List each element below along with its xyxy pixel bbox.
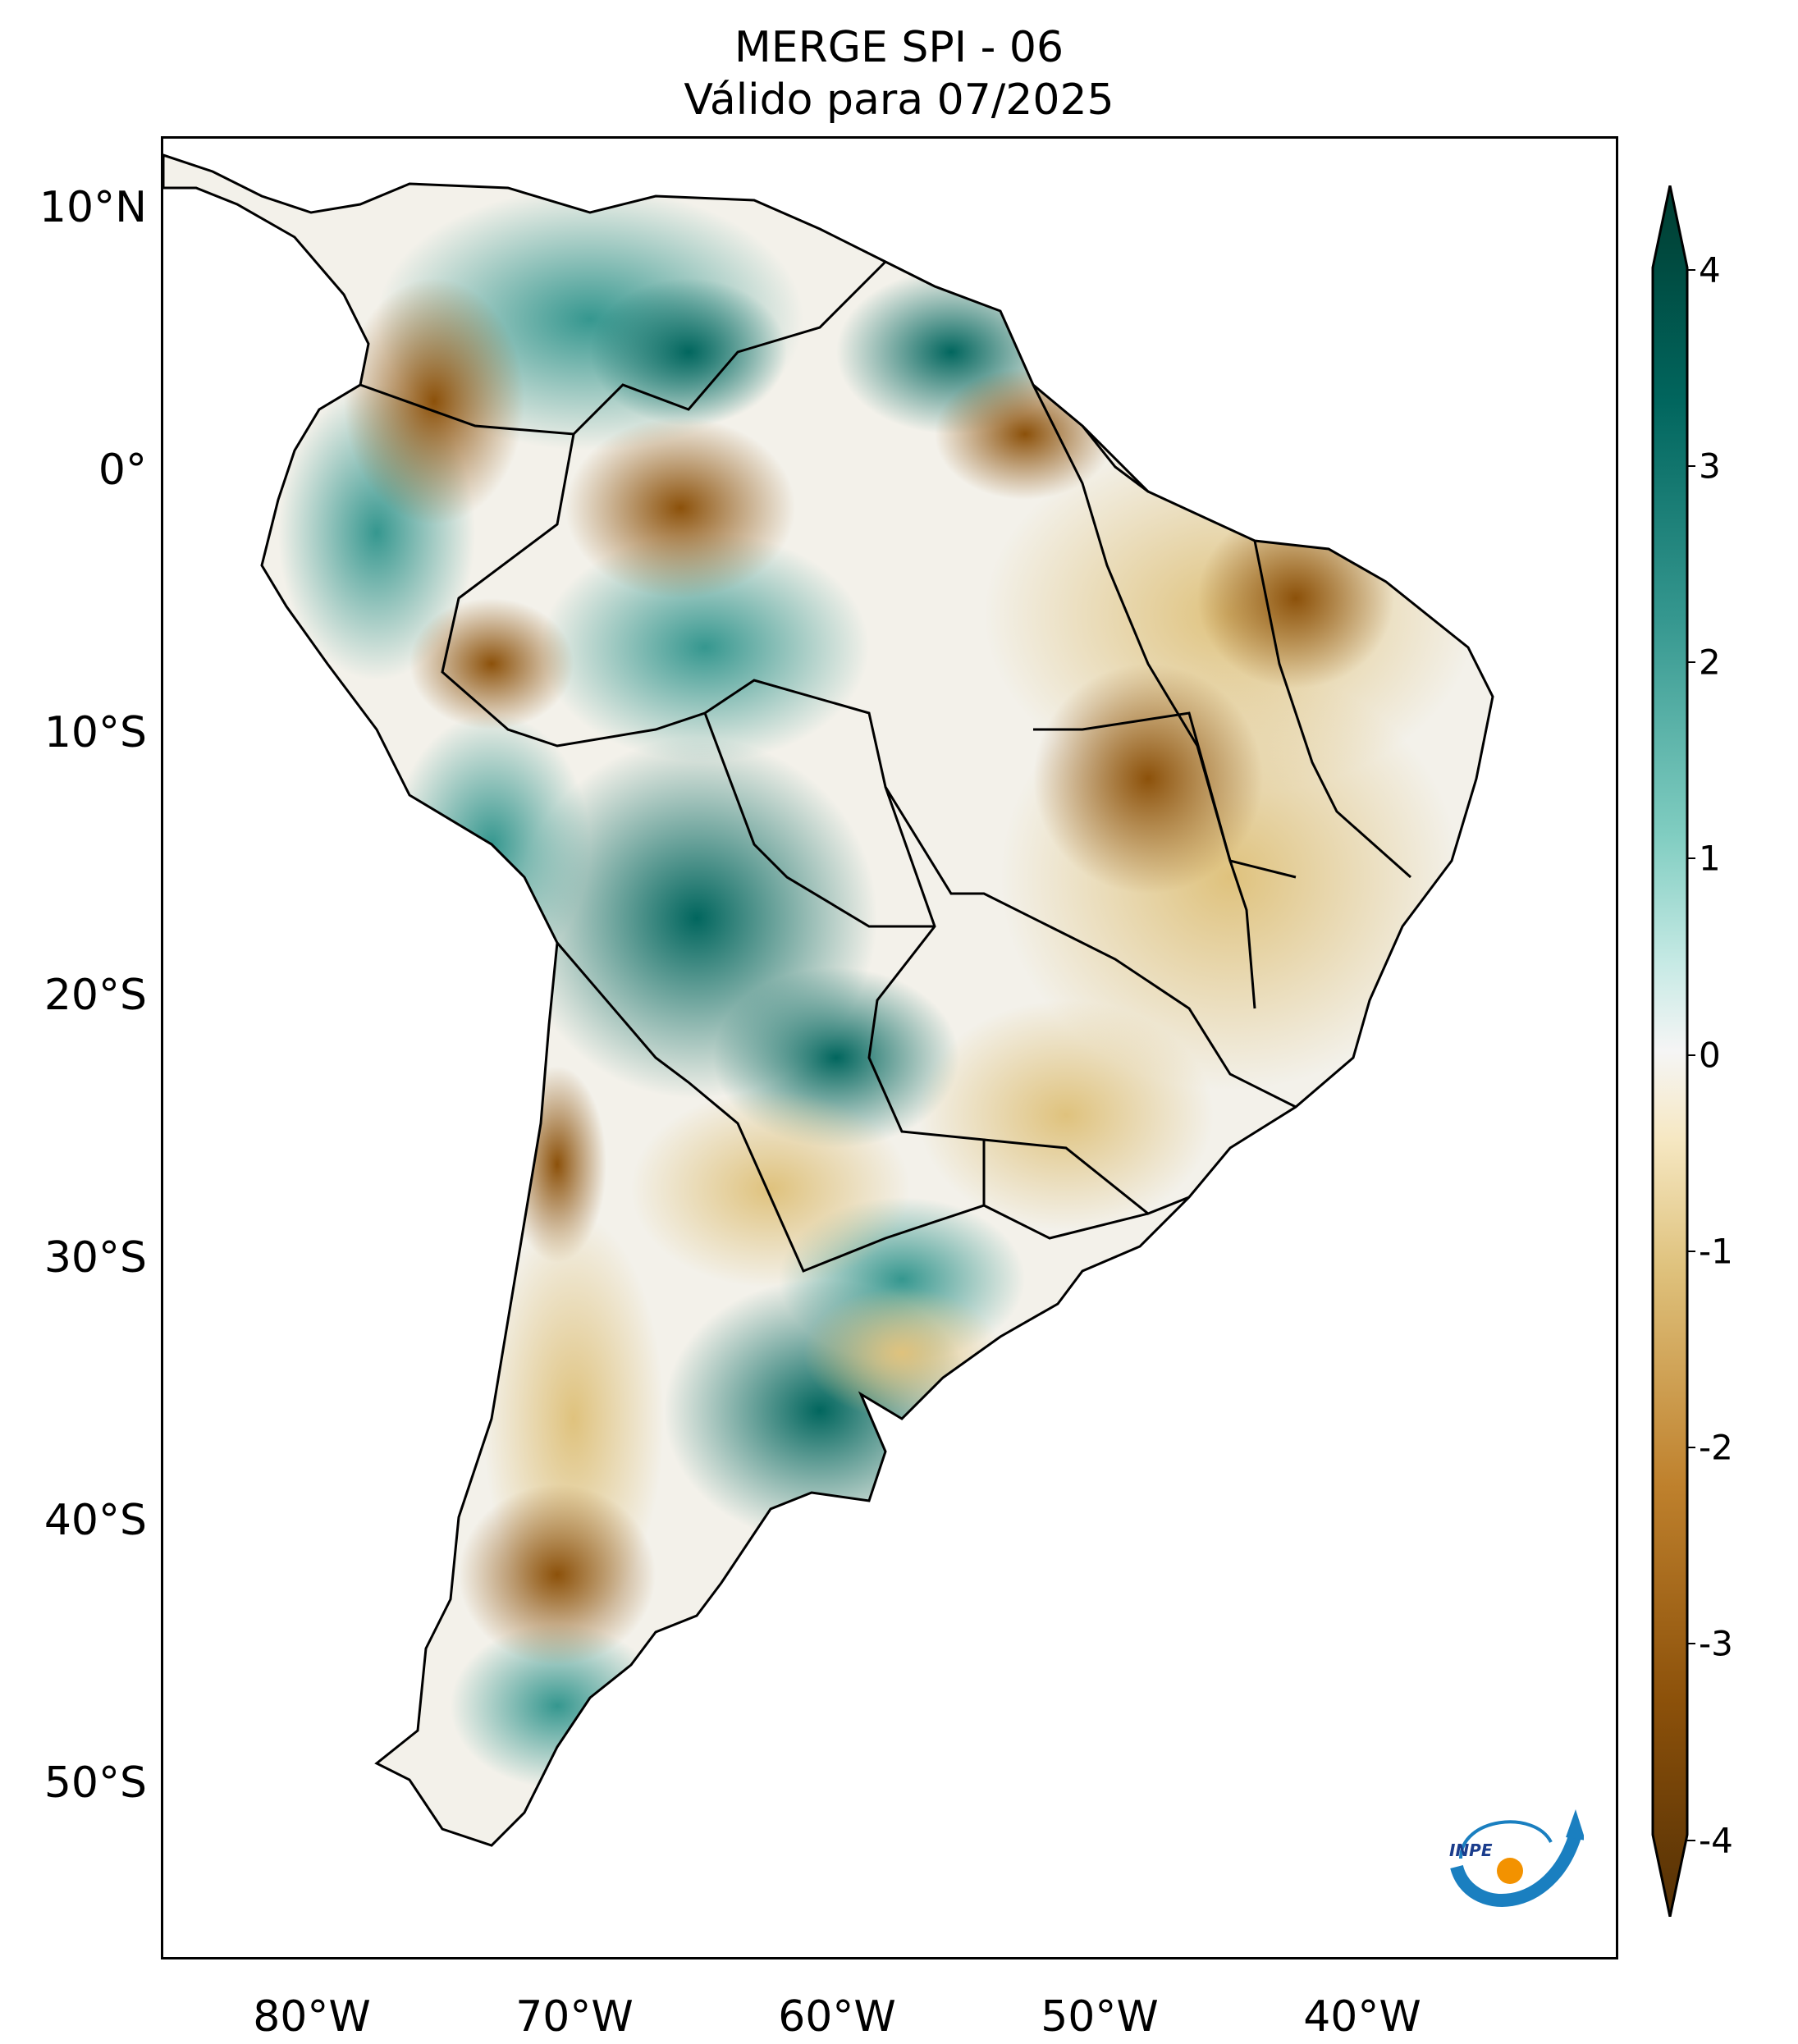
lon-label-60W: 60°W — [778, 1992, 896, 2042]
south-america-map — [163, 153, 1494, 1847]
map-area — [161, 136, 1618, 1959]
colorbar-tick-3: 3 — [1699, 446, 1721, 487]
lon-label-50W: 50°W — [1041, 1992, 1159, 2042]
lat-label-50S: 50°S — [43, 1758, 147, 1808]
lat-label-30S: 30°S — [43, 1233, 147, 1283]
coastline — [163, 153, 1494, 1847]
colorbar-gradient — [1651, 185, 1689, 1917]
colorbar-tick-m4: -4 — [1699, 1820, 1733, 1861]
inpe-logo: INPE — [1444, 1801, 1584, 1908]
lat-label-40S: 40°S — [43, 1496, 147, 1545]
colorbar-tick-4: 4 — [1699, 249, 1721, 290]
colorbar-tick-1: 1 — [1699, 838, 1721, 879]
map-title: MERGE SPI - 06 — [734, 23, 1064, 72]
lon-label-80W: 80°W — [253, 1992, 371, 2042]
lat-label-10S: 10°S — [43, 708, 147, 757]
colorbar — [1651, 185, 1689, 1917]
inpe-logo-text: INPE — [1449, 1841, 1493, 1860]
lon-label-40W: 40°W — [1303, 1992, 1421, 2042]
lat-label-0: 0° — [98, 446, 147, 495]
colorbar-tick-0: 0 — [1699, 1035, 1721, 1076]
colorbar-tick-m1: -1 — [1699, 1231, 1733, 1272]
colorbar-tick-m2: -2 — [1699, 1427, 1733, 1468]
lon-label-70W: 70°W — [515, 1992, 634, 2042]
lat-label-20S: 20°S — [43, 971, 147, 1020]
lat-label-10N: 10°N — [39, 183, 147, 232]
map-subtitle: Válido para 07/2025 — [684, 75, 1114, 125]
colorbar-tick-m3: -3 — [1699, 1623, 1733, 1664]
spi-field — [163, 155, 1493, 1845]
colorbar-tick-2: 2 — [1699, 642, 1721, 683]
country-borders — [359, 260, 1411, 1273]
